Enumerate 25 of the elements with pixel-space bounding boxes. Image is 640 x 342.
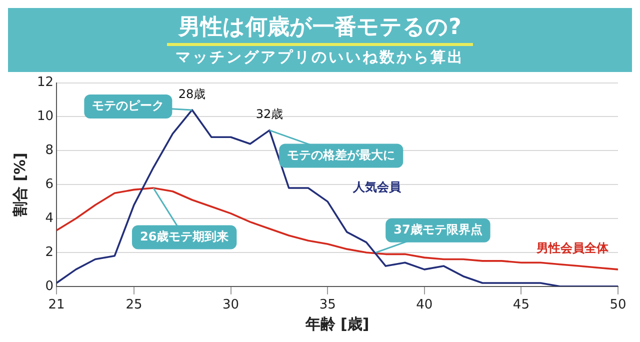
annotation: 26歳モテ期到来 xyxy=(140,229,229,244)
annotation: 37歳モテ限界点 xyxy=(394,222,482,237)
y-axis-title: 割合 [%] xyxy=(10,152,29,218)
y-tick-label: 0 xyxy=(45,278,54,294)
x-tick-label: 50 xyxy=(610,298,626,313)
chart-subtitle: マッチングアプリのいいね数から算出 xyxy=(176,46,464,68)
y-tick-label: 12 xyxy=(36,75,54,90)
annotation: 32歳 xyxy=(256,107,284,122)
series-label: 男性会員全体 xyxy=(536,241,610,256)
y-tick-label: 6 xyxy=(45,176,54,192)
text: 人気会員 xyxy=(352,180,402,194)
y-tick-label: 10 xyxy=(36,109,54,124)
annotation: モテの格差が最大に xyxy=(287,148,396,162)
y-tick-label: 8 xyxy=(45,143,54,158)
x-tick-label: 21 xyxy=(48,298,65,313)
x-tick-label: 30 xyxy=(222,298,240,313)
x-tick-label: 45 xyxy=(512,298,530,313)
y-tick-label: 4 xyxy=(45,210,54,226)
y-tick-label: 2 xyxy=(45,244,54,260)
chart-title: 男性は何歳が一番モテるの? xyxy=(166,12,474,46)
x-tick-label: 35 xyxy=(319,298,336,313)
x-tick-label: 25 xyxy=(126,298,142,313)
x-tick-label: 40 xyxy=(416,298,433,313)
x-axis-title: 年齢 [歳] xyxy=(304,314,370,333)
annotation: 28歳 xyxy=(178,86,206,101)
